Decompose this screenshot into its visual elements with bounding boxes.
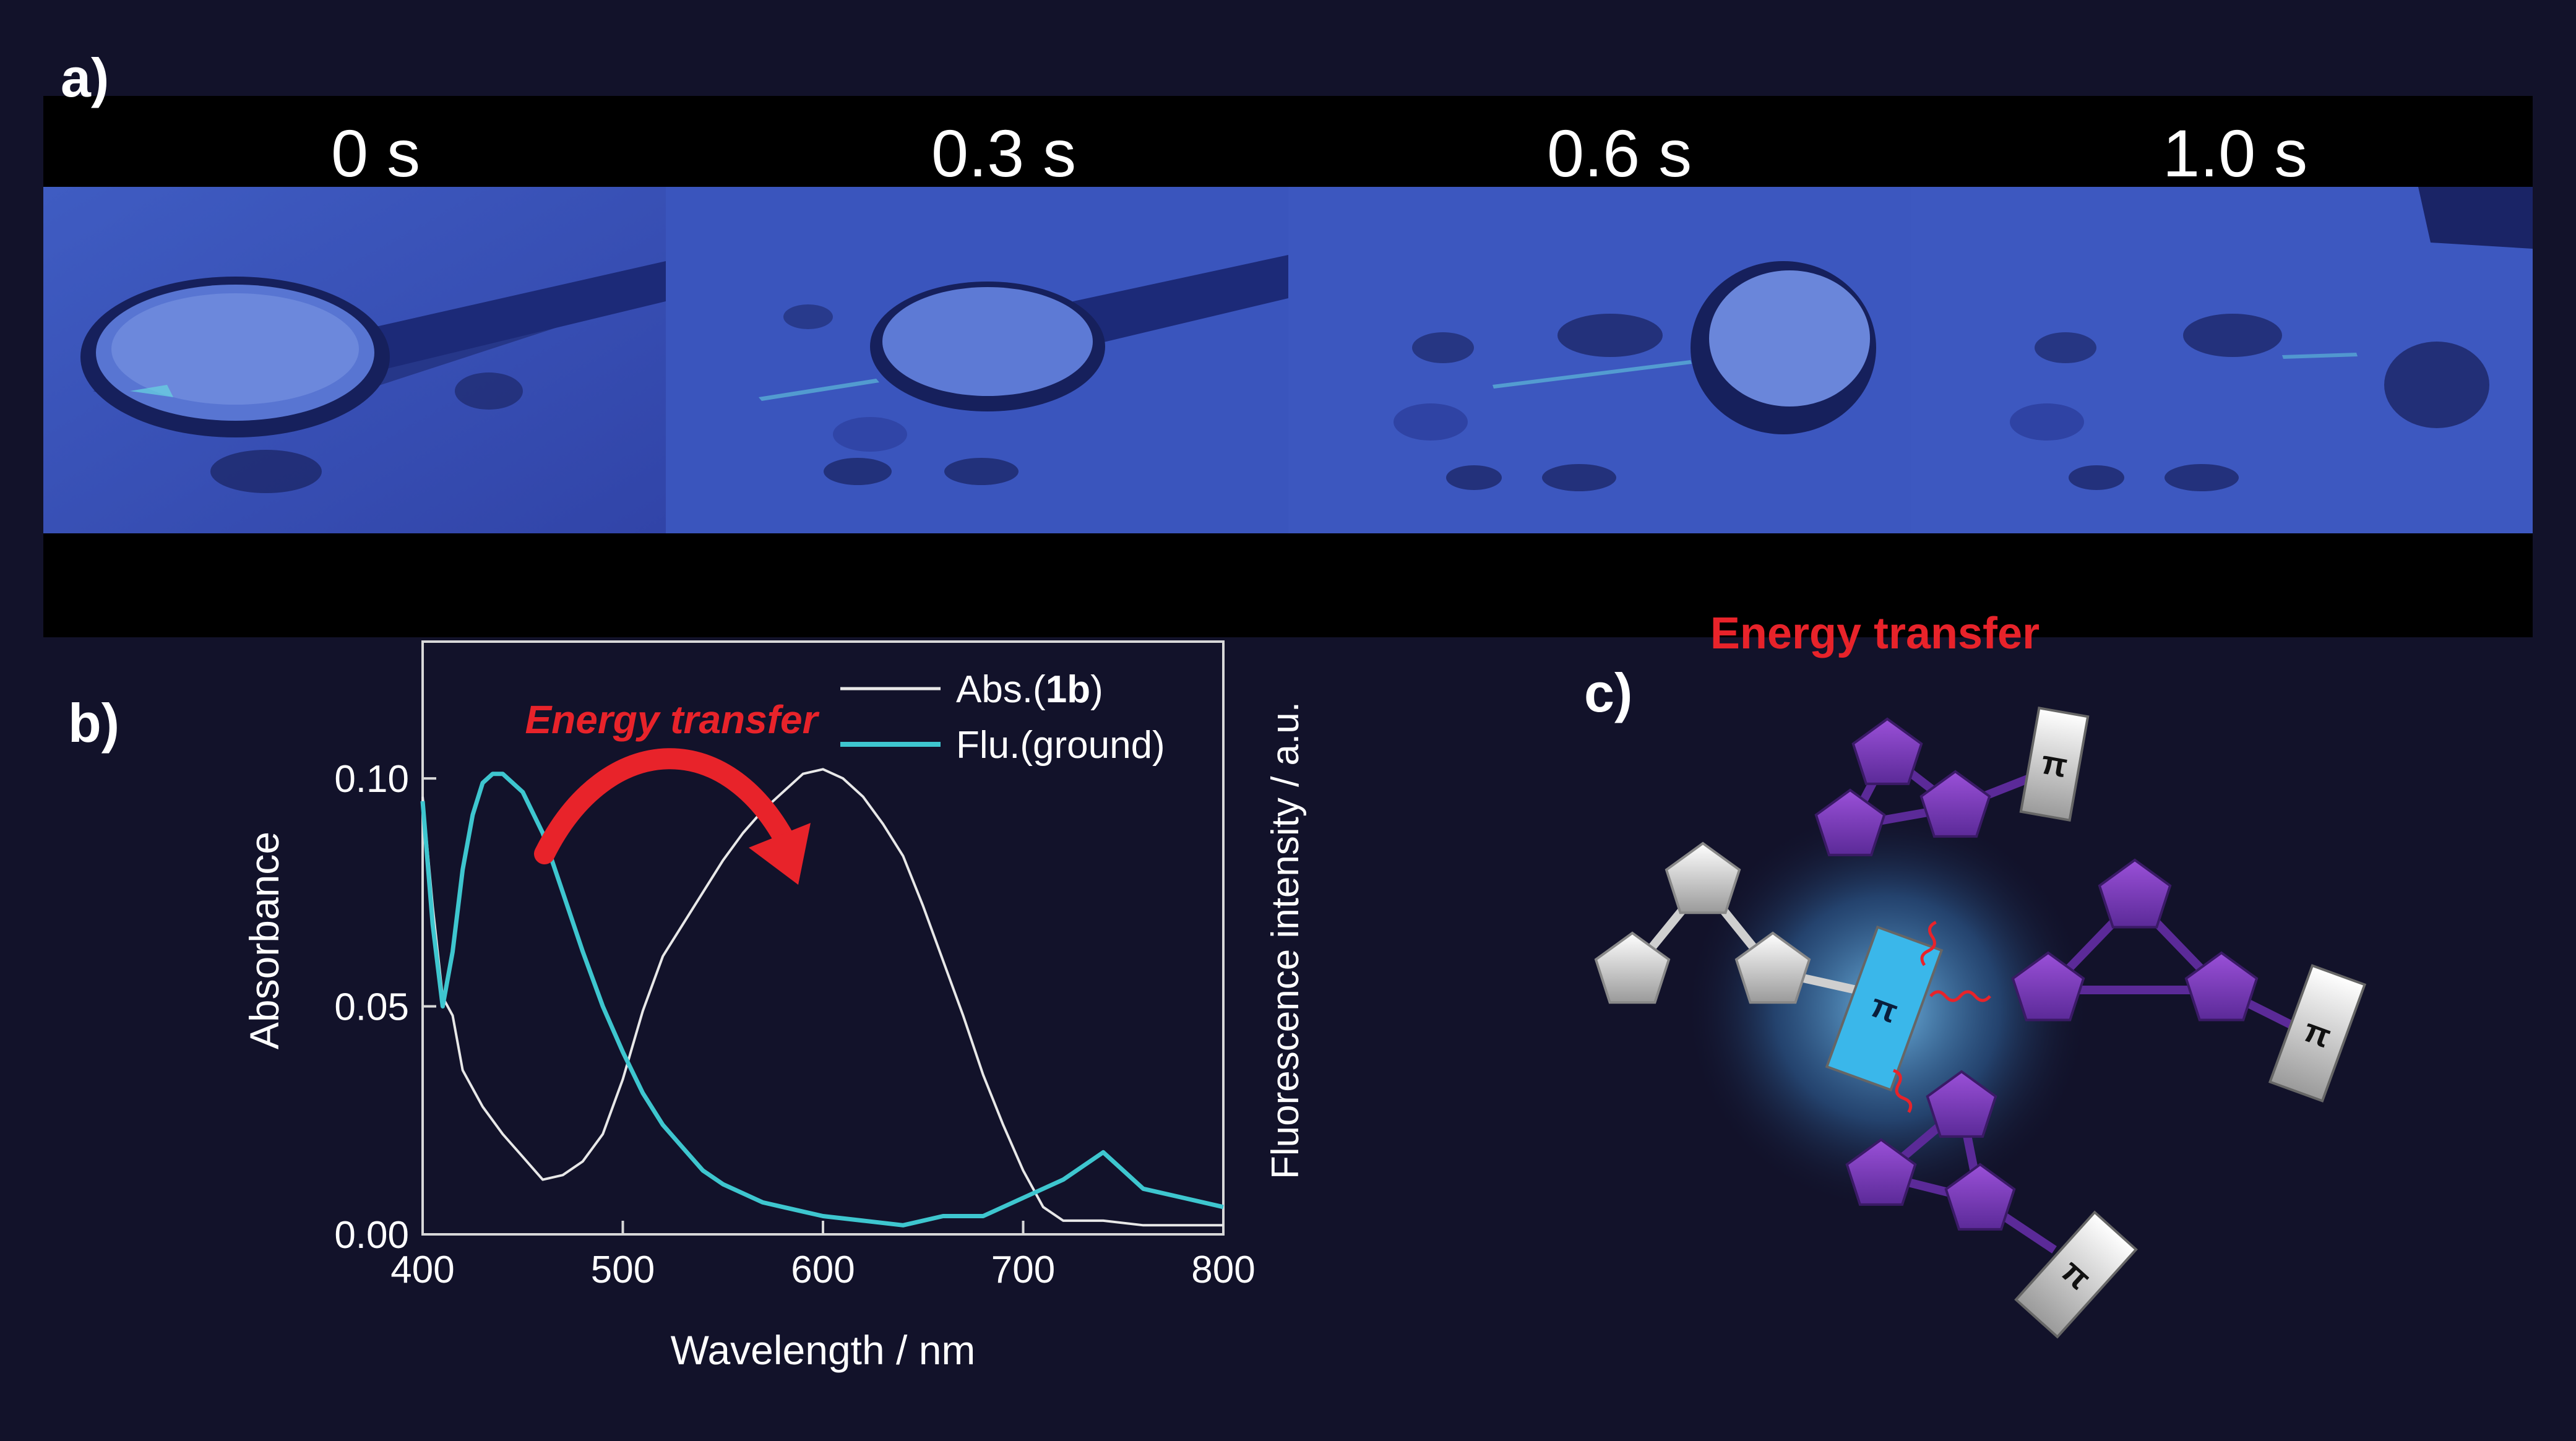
x-tick-label: 400 [390,1249,454,1291]
legend-flu-label: Flu.(ground) [956,724,1165,767]
pi-block-right-body [2268,964,2367,1103]
pi-block-right: π [2268,964,2367,1103]
purple-pentagon [1845,1138,1917,1206]
frame-time-label: 0.3 s [931,116,1077,191]
frame-time-label: 1.0 s [2163,116,2308,191]
x-axis-title: Wavelength / nm [671,1327,976,1373]
purple-pentagon [1919,770,1991,838]
silver-pentagon [1594,931,1671,1004]
x-tick-label: 700 [991,1249,1055,1291]
pi-block-top-body [2019,707,2090,822]
x-tick-label: 800 [1191,1249,1255,1291]
energy-transfer-arrowhead [749,823,811,885]
energy-wave-right [1929,990,1991,1002]
flu-series-line [420,772,1224,1228]
schematic-title: Energy transfer [1710,609,2040,658]
purple-pentagon [1851,717,1923,785]
pi-block-top-label: π [2038,744,2070,785]
y-tick-label: 0.10 [334,758,409,801]
video-frame-03s [666,187,1288,533]
y-tick-label: 0.00 [334,1214,409,1257]
pi-block-bottom: π [2014,1210,2138,1339]
panel-label-a: a) [61,47,110,108]
purple-pentagon [2184,951,2259,1022]
y-tick-label: 0.05 [334,986,409,1029]
purple-pentagon [1944,1163,2016,1231]
video-frame-0s [43,187,666,533]
purple-pentagon [2011,951,2085,1022]
purple-pentagon [1814,788,1886,856]
y-axis-title: Absorbance [241,832,287,1049]
central-pi-block-body [1825,925,1944,1092]
x-tick-label: 600 [791,1249,855,1291]
silver-pentagon [1734,931,1811,1004]
frame-time-label: 0 s [331,116,421,191]
panel-label-b: b) [68,692,120,754]
y2-axis-title: Fluorescence intensity / a.u. [1264,702,1307,1179]
energy-wave-up [1920,921,1937,966]
central-pi-block: π [1825,925,1944,1092]
panel-label-c: c) [1584,662,1632,723]
energy-wave-down [1893,1069,1913,1113]
x-tick-label: 500 [591,1249,655,1291]
purple-pentagon [1926,1070,1997,1138]
purple-pentagon [2098,858,2172,929]
energy-transfer-arrow [534,748,803,864]
silver-pentagon [1665,841,1741,914]
frame-time-label: 0.6 s [1547,116,1692,191]
video-frame-10s [1911,187,2533,533]
legend-abs-label: Abs.(1b) [956,668,1103,711]
pi-block-bottom-body [2014,1210,2138,1339]
energy-transfer-label: Energy transfer [525,697,819,742]
video-frame-06s [1288,187,1911,533]
pi-block-top: π [2019,707,2090,822]
